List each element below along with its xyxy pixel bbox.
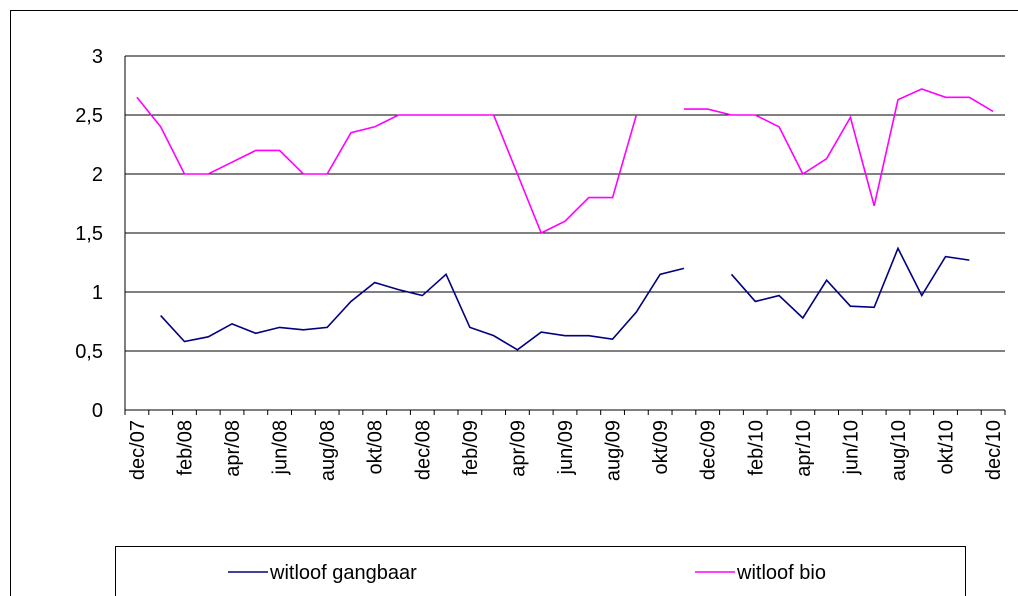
x-tick-label: okt/10: [936, 420, 958, 474]
x-tick-label: feb/09: [460, 420, 482, 476]
x-tick-label: dec/10: [983, 420, 1005, 480]
x-tick-label: aug/09: [603, 420, 625, 481]
series-line: [136, 88, 994, 235]
x-tick-label: aug/10: [888, 420, 910, 481]
x-tick-label: okt/08: [365, 420, 387, 474]
y-tick-label: 2: [92, 164, 103, 186]
x-tick-label: dec/07: [127, 420, 149, 480]
x-tick-label: okt/09: [650, 420, 672, 474]
series-line: [160, 246, 970, 351]
x-tick-label: aug/08: [317, 420, 339, 481]
y-tick-label: 0: [92, 400, 103, 422]
y-tick-label: 1,5: [75, 223, 103, 245]
y-tick-label: 3: [92, 46, 103, 68]
x-tick-label: apr/10: [793, 420, 815, 477]
y-tick-label: 2,5: [75, 105, 103, 127]
x-tick-label: dec/09: [698, 420, 720, 480]
x-tick-label: dec/08: [412, 420, 434, 480]
x-tick-label: feb/10: [745, 420, 767, 476]
x-tick-label: apr/08: [222, 420, 244, 477]
x-tick-label: jun/10: [840, 420, 862, 476]
legend-label: witloof bio: [736, 562, 826, 584]
legend-label: witloof gangbaar: [269, 562, 417, 584]
x-tick-label: jun/08: [270, 420, 292, 476]
x-tick-label: feb/08: [174, 420, 196, 476]
x-tick-label: jun/09: [555, 420, 577, 476]
x-tick-label: apr/09: [507, 420, 529, 477]
y-tick-label: 1: [92, 282, 103, 304]
y-tick-label: 0,5: [75, 341, 103, 363]
chart-border: [10, 10, 1018, 596]
